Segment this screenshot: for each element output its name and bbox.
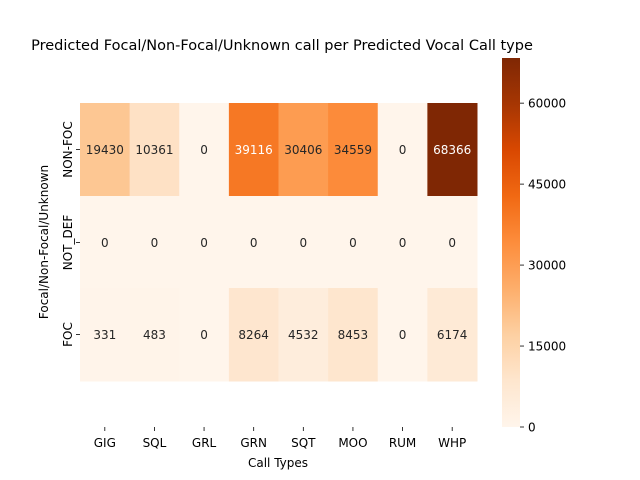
cell-value-label: 68366 [433, 143, 471, 157]
cell-value-labels: 19430 10361 0 39116 30406 34559 0 68366 0 0 0 0 0 0 0 0… [86, 143, 472, 342]
colorbar [502, 58, 520, 427]
heatmap-cell [129, 103, 180, 197]
heatmap-cell [179, 196, 230, 290]
cell-value-label: 8453 [338, 328, 369, 342]
colorbar-tick-label: 60000 [528, 97, 566, 111]
cell-value-label: 331 [93, 328, 116, 342]
x-axis-label: Call Types [248, 456, 308, 470]
x-tick-label: SQL [143, 436, 167, 450]
colorbar-tick-label: 30000 [528, 259, 566, 273]
cell-value-label: 19430 [86, 143, 124, 157]
cell-value-label: 0 [200, 328, 208, 342]
cell-value-label: 4532 [288, 328, 319, 342]
cell-value-label: 8264 [238, 328, 269, 342]
cell-value-label: 0 [200, 236, 208, 250]
colorbar-tick-label: 15000 [528, 340, 566, 354]
colorbar-ticks: 0 15000 30000 45000 60000 [520, 97, 566, 435]
chart-title: Predicted Focal/Non-Focal/Unknown call p… [31, 38, 533, 54]
cell-value-label: 6174 [437, 328, 468, 342]
colorbar-tick-label: 45000 [528, 178, 566, 192]
cell-value-label: 0 [101, 236, 109, 250]
x-tick-label: MOO [338, 436, 367, 450]
cell-value-label: 10361 [135, 143, 173, 157]
heatmap-cell [278, 196, 329, 290]
heatmap-cell [427, 196, 478, 290]
cell-value-label: 0 [151, 236, 159, 250]
x-tick-labels: GIG SQL GRL GRN SQT MOO RUM WHP [94, 427, 466, 450]
cell-value-label: 0 [448, 236, 456, 250]
y-tick-label: NON-FOC [61, 121, 75, 177]
cell-value-label: 0 [399, 236, 407, 250]
x-tick-label: SQT [291, 436, 316, 450]
heatmap-cells [80, 103, 478, 382]
x-tick-label: GIG [94, 436, 116, 450]
heatmap-cell [377, 288, 428, 382]
heatmap-cell [278, 288, 329, 382]
cell-value-label: 483 [143, 328, 166, 342]
x-tick-label: GRN [240, 436, 267, 450]
heatmap-cell [377, 196, 428, 290]
cell-value-label: 0 [399, 328, 407, 342]
y-tick-label: FOC [61, 322, 75, 347]
cell-value-label: 34559 [334, 143, 372, 157]
heatmap-cell [129, 196, 180, 290]
cell-value-label: 39116 [235, 143, 273, 157]
heatmap-cell [427, 288, 478, 382]
cell-value-label: 0 [299, 236, 307, 250]
heatmap-cell [427, 103, 478, 197]
y-tick-label: NOT_DEF [61, 215, 75, 271]
x-tick-label: WHP [438, 436, 466, 450]
heatmap-cell [179, 103, 230, 197]
heatmap-cell [328, 196, 379, 290]
heatmap-cell [179, 288, 230, 382]
y-tick-labels: NON-FOC NOT_DEF FOC [61, 121, 80, 347]
heatmap-cell [228, 288, 279, 382]
x-tick-label: GRL [192, 436, 217, 450]
colorbar-tick-label: 0 [528, 421, 536, 435]
heatmap-cell [80, 103, 131, 197]
heatmap-cell [328, 103, 379, 197]
heatmap-cell [228, 103, 279, 197]
heatmap-cell [377, 103, 428, 197]
cell-value-label: 0 [399, 143, 407, 157]
heatmap-cell [80, 196, 131, 290]
cell-value-label: 0 [200, 143, 208, 157]
cell-value-label: 0 [349, 236, 357, 250]
heatmap-cell [328, 288, 379, 382]
heatmap-cell [278, 103, 329, 197]
cell-value-label: 0 [250, 236, 258, 250]
heatmap-cell [129, 288, 180, 382]
x-tick-label: RUM [389, 436, 416, 450]
heatmap-cell [228, 196, 279, 290]
cell-value-label: 30406 [284, 143, 322, 157]
y-axis-label: Focal/Non-Focal/Unknown [37, 165, 51, 319]
heatmap-cell [80, 288, 131, 382]
